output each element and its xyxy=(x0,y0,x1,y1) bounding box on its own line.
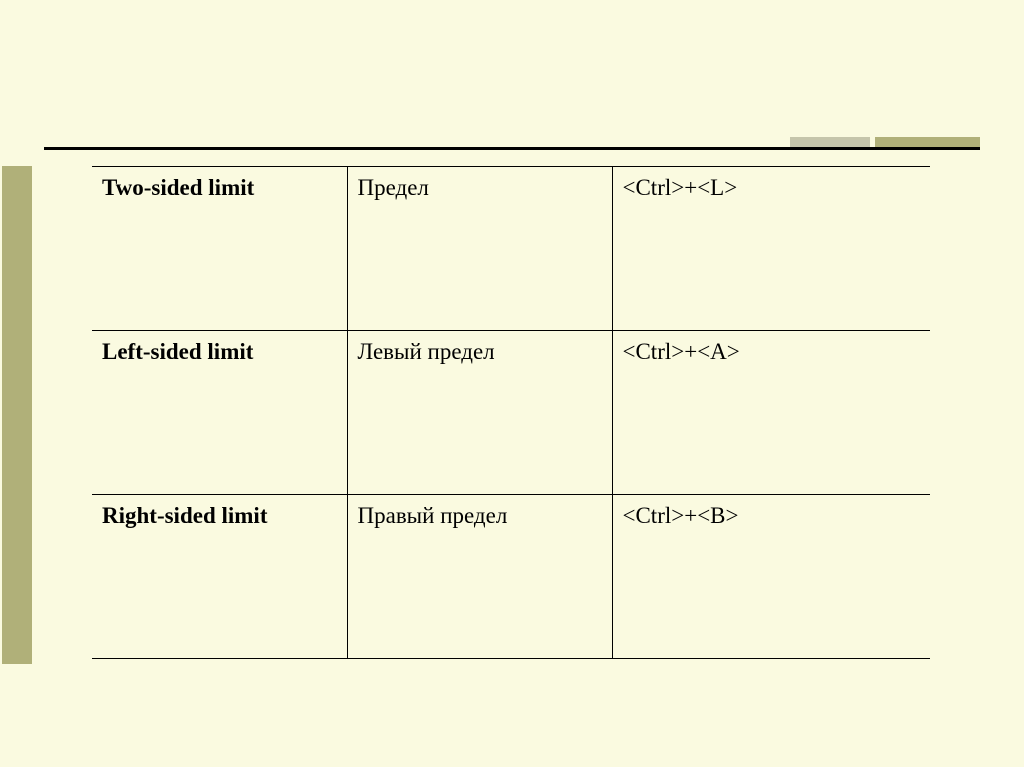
limits-table: Two-sided limit Предел <Ctrl>+<L> Left-s… xyxy=(92,166,930,659)
term-en-cell: Two-sided limit xyxy=(92,167,347,331)
term-en-cell: Left-sided limit xyxy=(92,331,347,495)
bar-line xyxy=(44,147,980,150)
bar-segment-gray xyxy=(790,137,870,147)
term-ru-cell: Предел xyxy=(347,167,612,331)
shortcut-cell: <Ctrl>+<B> xyxy=(612,495,930,659)
shortcut-cell: <Ctrl>+<L> xyxy=(612,167,930,331)
limits-table-container: Two-sided limit Предел <Ctrl>+<L> Left-s… xyxy=(92,166,930,659)
table-row: Left-sided limit Левый предел <Ctrl>+<A> xyxy=(92,331,930,495)
term-ru-cell: Правый предел xyxy=(347,495,612,659)
term-ru-cell: Левый предел xyxy=(347,331,612,495)
bar-segment-olive xyxy=(875,137,980,147)
table-row: Right-sided limit Правый предел <Ctrl>+<… xyxy=(92,495,930,659)
table-row: Two-sided limit Предел <Ctrl>+<L> xyxy=(92,167,930,331)
side-accent-block xyxy=(2,166,32,664)
term-en-cell: Right-sided limit xyxy=(92,495,347,659)
shortcut-cell: <Ctrl>+<A> xyxy=(612,331,930,495)
decorative-bar xyxy=(44,134,980,149)
